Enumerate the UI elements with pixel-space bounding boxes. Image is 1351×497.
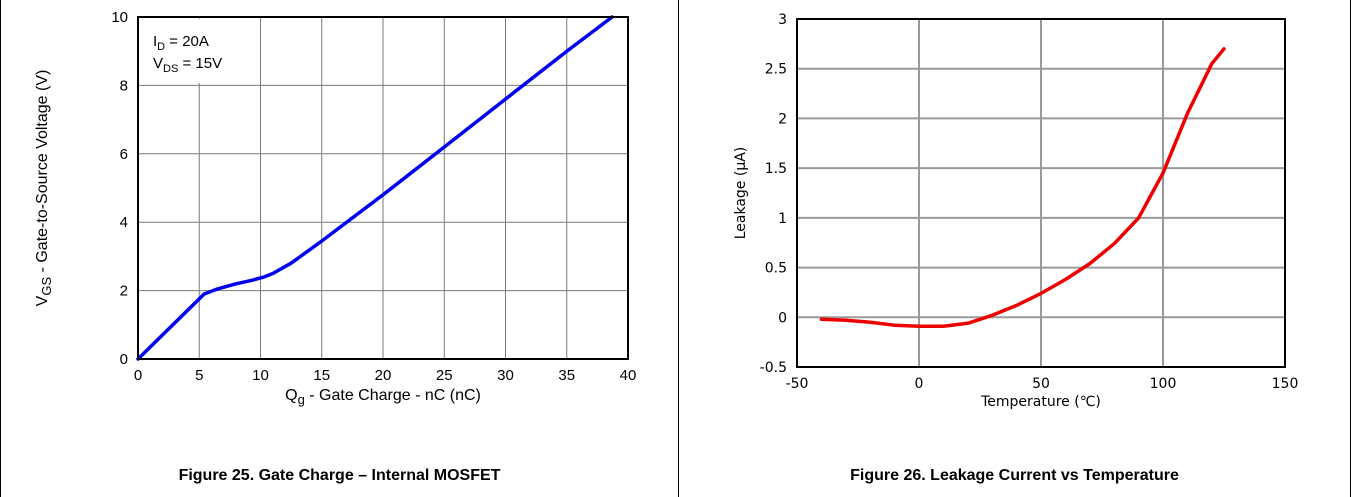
series-line: [819, 47, 1226, 328]
x-tick-label: 100: [1150, 376, 1177, 392]
x-tick-label: 15: [313, 367, 330, 384]
y-tick-label: 2.5: [765, 62, 787, 78]
chart-caption: Figure 26. Leakage Current vs Temperatur…: [850, 467, 1179, 484]
leakage-panel: -50 0 50 100 150 -0.5 0 0.5 1 1.5 2 2.5 3 Temperature…: [679, 0, 1351, 497]
y-tick-label: 4: [120, 214, 128, 231]
x-tick-label: 25: [436, 367, 453, 384]
y-tick-label: 10: [111, 9, 128, 26]
legend-entry: VDS = 15V: [153, 55, 222, 75]
x-tick-label: 40: [620, 367, 637, 384]
x-axis-label: Temperature (℃): [980, 394, 1101, 410]
y-tick-label: 1: [778, 211, 787, 227]
y-tick-label: 1.5: [765, 161, 787, 177]
series-line: [136, 15, 614, 361]
y-tick-label: 2: [778, 111, 787, 127]
x-tick-label: -50: [786, 376, 809, 392]
y-axis-label: Leakage (µA): [733, 147, 749, 240]
x-tick-label: 10: [252, 367, 269, 384]
gate-charge-panel: ID = 20A VDS = 15V 0 5 10 15 20 25 30 35 40 0 2 4 6 8 10…: [0, 0, 679, 497]
legend-entry: ID = 20A: [153, 33, 209, 53]
y-tick-label: 8: [120, 77, 128, 94]
y-tick-label: 0: [120, 351, 128, 368]
x-tick-label: 50: [1032, 376, 1050, 392]
x-tick-label: 150: [1272, 376, 1299, 392]
y-tick-label: -0.5: [760, 360, 787, 376]
x-tick-label: 0: [915, 376, 924, 392]
leakage-chart: -50 0 50 100 150 -0.5 0 0.5 1 1.5 2 2.5 3 Temperature…: [733, 12, 1299, 410]
x-tick-label: 35: [558, 367, 575, 384]
y-tick-label: 2: [120, 283, 128, 300]
x-tick-label: 5: [195, 367, 203, 384]
plot-frame: [796, 18, 1286, 368]
y-tick-label: 3: [778, 12, 787, 28]
y-tick-label: 0.5: [765, 261, 787, 277]
legend-box: [140, 19, 246, 83]
x-tick-label: 30: [497, 367, 514, 384]
chart-caption: Figure 25. Gate Charge – Internal MOSFET: [178, 467, 501, 484]
y-tick-label: 6: [120, 146, 128, 163]
x-axis-label: Qg - Gate Charge - nC (nC): [285, 387, 481, 407]
y-tick-label: 0: [778, 310, 787, 326]
plot-frame: [137, 16, 629, 360]
x-tick-label: 0: [134, 367, 142, 384]
y-axis-label: VGS - Gate-to-Source Voltage (V): [34, 70, 54, 307]
x-tick-label: 20: [375, 367, 392, 384]
